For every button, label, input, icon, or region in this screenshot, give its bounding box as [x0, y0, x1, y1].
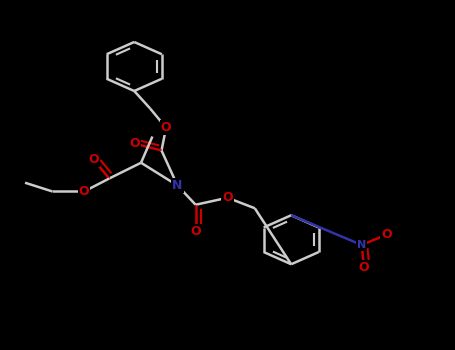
Text: O: O	[79, 185, 90, 198]
Text: O: O	[161, 121, 172, 134]
Text: O: O	[222, 191, 233, 204]
Text: O: O	[381, 228, 392, 241]
Text: O: O	[359, 261, 369, 274]
Text: O: O	[129, 137, 140, 150]
Text: O: O	[88, 153, 99, 166]
Text: N: N	[357, 240, 366, 250]
Text: O: O	[190, 225, 201, 238]
Text: N: N	[172, 179, 182, 192]
